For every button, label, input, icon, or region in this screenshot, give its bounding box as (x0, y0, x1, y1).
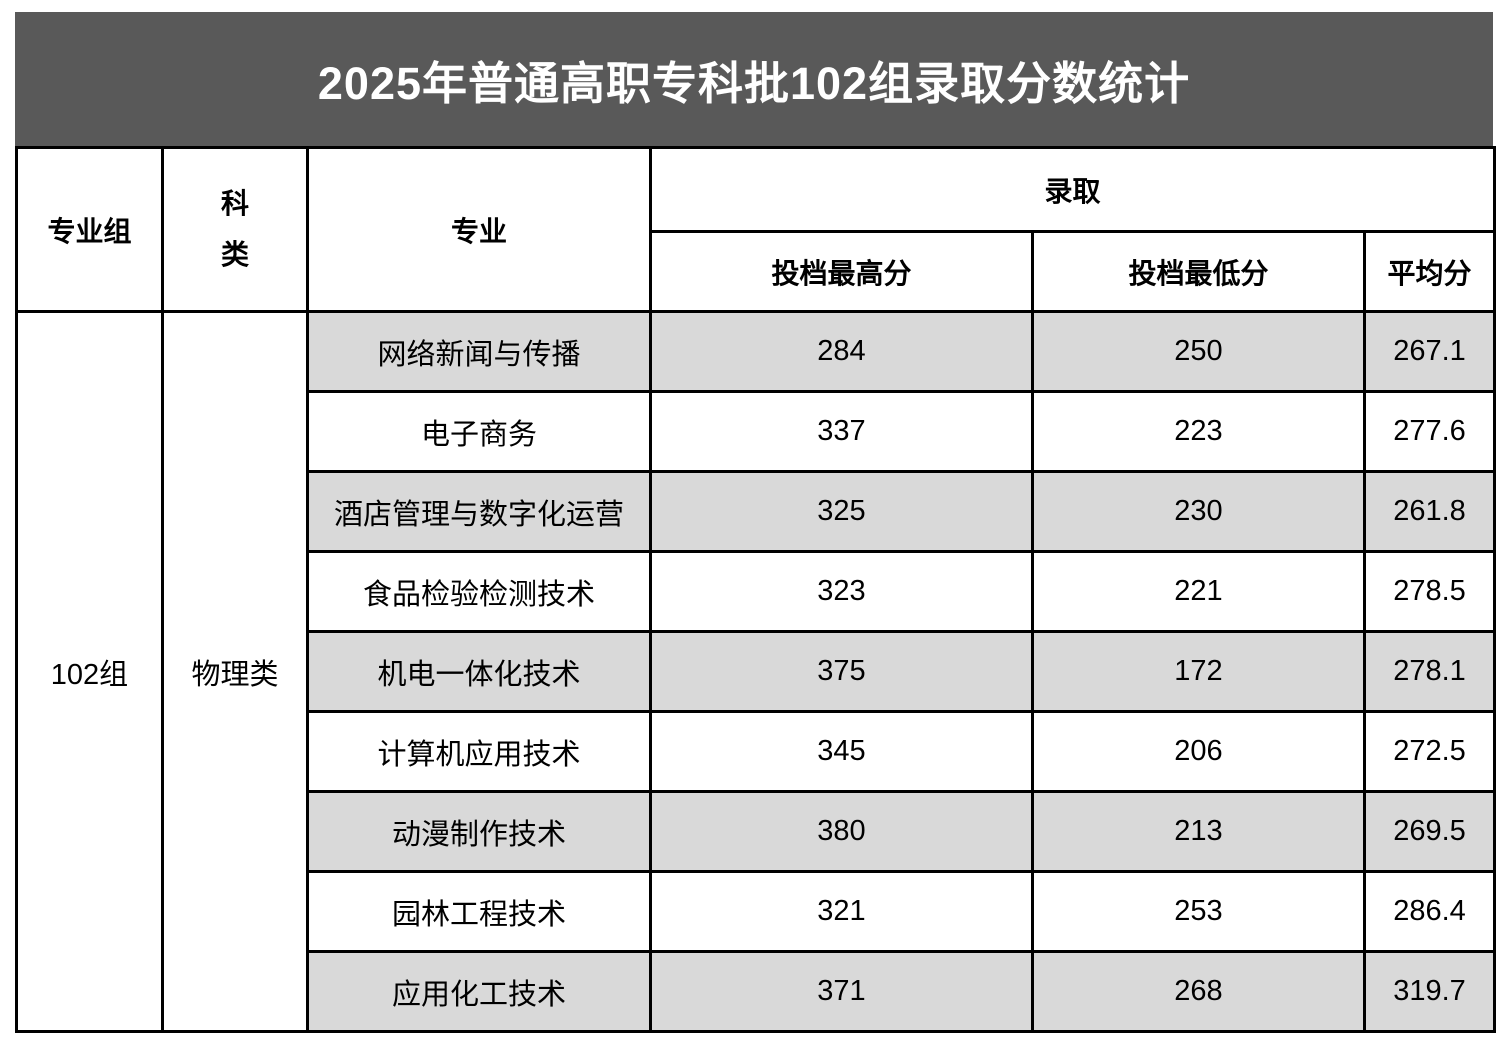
min-score-cell: 172 (1031, 630, 1366, 713)
major-cell: 机电一体化技术 (306, 630, 652, 713)
max-score-cell: 321 (649, 870, 1034, 953)
header-row-sub: 投档最高分 投档最低分 平均分 (17, 230, 1496, 313)
max-score-cell: 325 (649, 470, 1034, 553)
table-row: 园林工程技术 321 253 286.4 (17, 870, 1496, 953)
max-score-cell: 380 (649, 790, 1034, 873)
score-table: 专业组 科类 专业 录取 投档最高分 投档最低分 平均分 102组 物理类 网络新闻… (15, 146, 1496, 1033)
min-score-cell: 223 (1031, 390, 1366, 473)
avg-score-cell: 272.5 (1363, 710, 1496, 793)
page-title: 2025年普通高职专科批102组录取分数统计 (317, 57, 1191, 109)
table-row: 计算机应用技术 345 206 272.5 (17, 710, 1496, 793)
major-cell: 园林工程技术 (306, 870, 652, 953)
avg-score-cell: 277.6 (1363, 390, 1496, 473)
header-row-top: 专业组 科类 专业 录取 (15, 146, 1496, 313)
header-max-score: 投档最高分 (649, 230, 1034, 313)
score-table-body: 102组 物理类 网络新闻与传播 284 250 267.1 电子商务 337 223 277.6… (15, 310, 1496, 1033)
table-row: 机电一体化技术 375 172 278.1 (17, 630, 1496, 713)
header-category: 科类 (161, 146, 309, 313)
min-score-cell: 213 (1031, 790, 1366, 873)
avg-score-cell: 278.1 (1363, 630, 1496, 713)
table-row: 应用化工技术 371 268 319.7 (17, 950, 1496, 1033)
header-group: 专业组 (15, 146, 164, 313)
avg-score-cell: 269.5 (1363, 790, 1496, 873)
major-cell: 计算机应用技术 (306, 710, 652, 793)
major-cell: 酒店管理与数字化运营 (306, 470, 652, 553)
major-cell: 食品检验检测技术 (306, 550, 652, 633)
max-score-cell: 345 (649, 710, 1034, 793)
header-avg-score: 平均分 (1363, 230, 1496, 313)
avg-score-cell: 267.1 (1363, 310, 1496, 393)
table-row: 酒店管理与数字化运营 325 230 261.8 (17, 470, 1496, 553)
header-major: 专业 (306, 146, 652, 313)
header-admission-group: 录取 (649, 146, 1496, 233)
max-score-cell: 323 (649, 550, 1034, 633)
major-cell: 网络新闻与传播 (306, 310, 652, 393)
min-score-cell: 221 (1031, 550, 1366, 633)
header-category-label: 科类 (220, 188, 249, 270)
category-cell: 物理类 (161, 310, 309, 1033)
max-score-cell: 337 (649, 390, 1034, 473)
table-row: 动漫制作技术 380 213 269.5 (17, 790, 1496, 873)
max-score-cell: 284 (649, 310, 1034, 393)
group-cell: 102组 (15, 310, 164, 1033)
avg-score-cell: 319.7 (1363, 950, 1496, 1033)
table-row: 电子商务 337 223 277.6 (17, 390, 1496, 473)
title-band: 2025年普通高职专科批102组录取分数统计 (15, 12, 1493, 146)
min-score-cell: 268 (1031, 950, 1366, 1033)
score-table-head: 专业组 科类 专业 录取 投档最高分 投档最低分 平均分 (15, 146, 1496, 313)
major-cell: 电子商务 (306, 390, 652, 473)
avg-score-cell: 286.4 (1363, 870, 1496, 953)
min-score-cell: 230 (1031, 470, 1366, 553)
max-score-cell: 375 (649, 630, 1034, 713)
max-score-cell: 371 (649, 950, 1034, 1033)
min-score-cell: 253 (1031, 870, 1366, 953)
avg-score-cell: 278.5 (1363, 550, 1496, 633)
table-row: 食品检验检测技术 323 221 278.5 (17, 550, 1496, 633)
header-min-score: 投档最低分 (1031, 230, 1366, 313)
min-score-cell: 206 (1031, 710, 1366, 793)
major-cell: 动漫制作技术 (306, 790, 652, 873)
major-cell: 应用化工技术 (306, 950, 652, 1033)
table-row: 102组 物理类 网络新闻与传播 284 250 267.1 (15, 310, 1496, 1033)
min-score-cell: 250 (1031, 310, 1366, 393)
avg-score-cell: 261.8 (1363, 470, 1496, 553)
